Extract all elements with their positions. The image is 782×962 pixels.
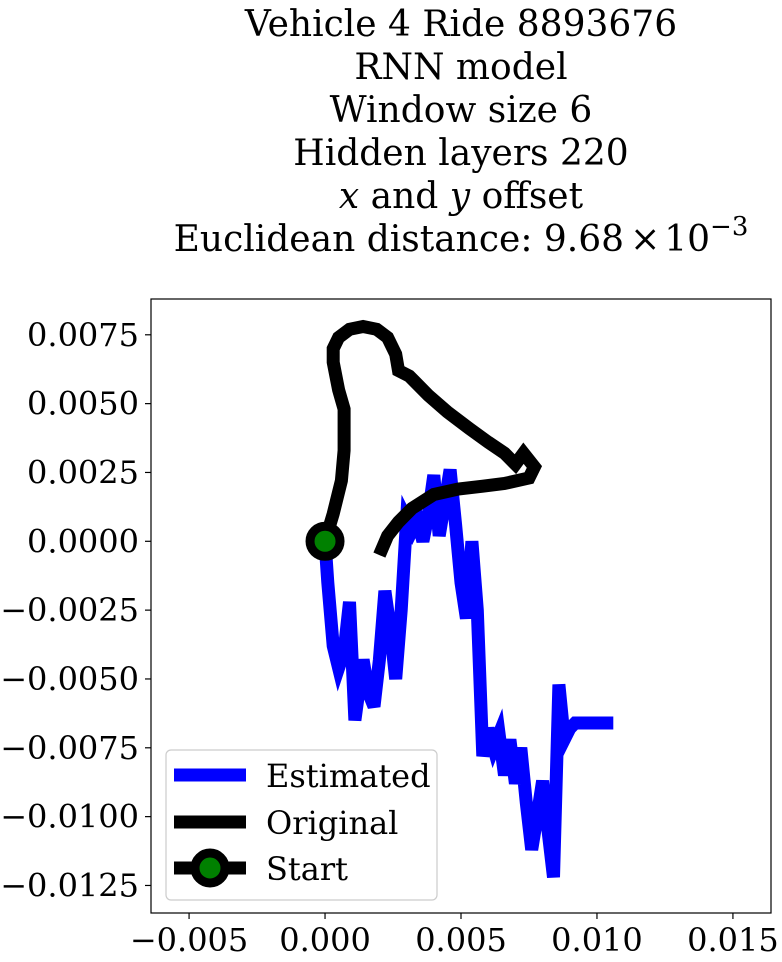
title-line-2: RNN model: [354, 47, 567, 88]
series-line-estimated: [318, 468, 614, 878]
y-tick-label: −0.0100: [0, 798, 139, 836]
x-tick-label: 0.015: [687, 921, 779, 959]
title-distance-times: ×: [630, 219, 660, 260]
y-tick-label: 0.0000: [27, 522, 139, 560]
title-distance-prefix: Euclidean distance: 9.68: [174, 219, 624, 260]
x-tick-label: 0.000: [279, 921, 371, 959]
legend: Estimated Original Start: [165, 749, 438, 901]
legend-label-original: Original: [266, 804, 398, 842]
title-line-5: x and y offset: [339, 176, 584, 217]
title-y-var: y: [448, 176, 471, 217]
series-group: [305, 319, 614, 878]
title-offset: offset: [470, 176, 583, 217]
title-line-6: Euclidean distance: 9.68 × 10−3: [174, 212, 749, 260]
y-tick-label: −0.0050: [0, 660, 139, 698]
x-tick-label: −0.005: [130, 921, 248, 959]
x-tick-label: 0.005: [415, 921, 507, 959]
legend-label-estimated: Estimated: [266, 757, 431, 795]
title-and: and: [359, 176, 450, 217]
title-distance-base: 10: [664, 219, 710, 260]
chart-title: Vehicle 4 Ride 8893676 RNN model Window …: [174, 4, 749, 260]
y-tick-label: −0.0025: [0, 591, 139, 629]
x-tick-label: 0.010: [551, 921, 643, 959]
legend-swatch-start-marker: [190, 848, 230, 888]
title-line-4: Hidden layers 220: [293, 133, 628, 174]
x-axis-ticks: −0.005 0.000 0.005 0.010 0.015: [130, 913, 779, 959]
legend-label-start: Start: [266, 850, 348, 888]
title-x-var: x: [339, 176, 359, 217]
title-line-1: Vehicle 4 Ride 8893676: [244, 4, 677, 45]
title-line-3: Window size 6: [330, 90, 593, 131]
y-tick-label: −0.0125: [0, 866, 139, 904]
y-tick-label: 0.0025: [27, 453, 139, 491]
y-axis-ticks: 0.0075 0.0050 0.0025 0.0000 −0.0025 −0.0050 −0…: [0, 316, 151, 904]
y-tick-label: −0.0075: [0, 729, 139, 767]
title-distance-exp: −3: [710, 212, 748, 242]
y-tick-label: 0.0050: [27, 385, 139, 423]
series-line-original: [318, 319, 543, 558]
y-tick-label: 0.0075: [27, 316, 139, 354]
start-marker: [305, 521, 345, 561]
